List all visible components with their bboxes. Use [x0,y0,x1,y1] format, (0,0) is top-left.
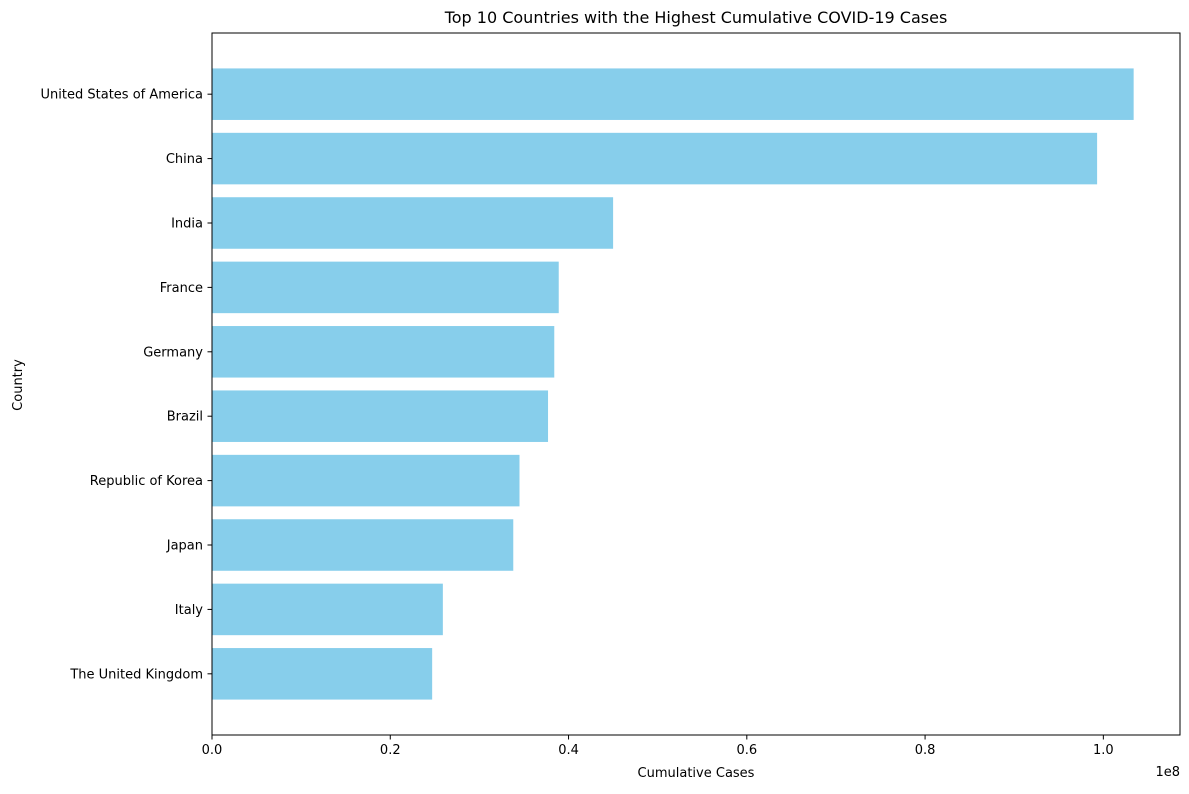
x-tick-label: 0.2 [380,743,401,758]
y-tick-label: Italy [175,603,204,618]
bar [212,454,520,507]
plot-frame [211,32,1181,736]
x-tick-label: 0.0 [202,743,223,758]
y-ticks-group: United States of America China India France… [41,88,212,682]
y-tick-label: China [166,152,203,167]
x-tick-label: 1.0 [1093,743,1114,758]
y-tick-label: United States of America [41,88,203,103]
bar [212,519,514,571]
x-axis-label: Cumulative Cases [638,766,755,781]
bars-group [212,68,1134,700]
bar [212,390,549,442]
y-tick-label: Germany [143,345,203,360]
bar [212,68,1134,120]
bar [212,648,433,700]
bar [212,261,559,314]
x-ticks-group: 0.0 0.2 0.4 0.6 0.8 1.0 [202,735,1114,758]
y-axis-label: Country [11,359,26,411]
y-tick-label: France [160,281,203,296]
x-tick-label: 0.4 [558,743,579,758]
y-tick-label: India [171,216,203,231]
y-tick-label: The United Kingdom [69,667,203,682]
chart-title: Top 10 Countries with the Highest Cumula… [444,8,948,27]
bar [212,132,1098,185]
y-tick-label: Republic of Korea [90,474,203,489]
bar [212,583,443,636]
x-tick-label: 0.6 [736,743,757,758]
x-axis-offset-label: 1e8 [1155,765,1180,780]
bar [212,197,614,249]
y-tick-label: Japan [166,539,203,554]
y-tick-label: Brazil [167,410,203,425]
x-tick-label: 0.8 [915,743,936,758]
bar [212,326,555,378]
